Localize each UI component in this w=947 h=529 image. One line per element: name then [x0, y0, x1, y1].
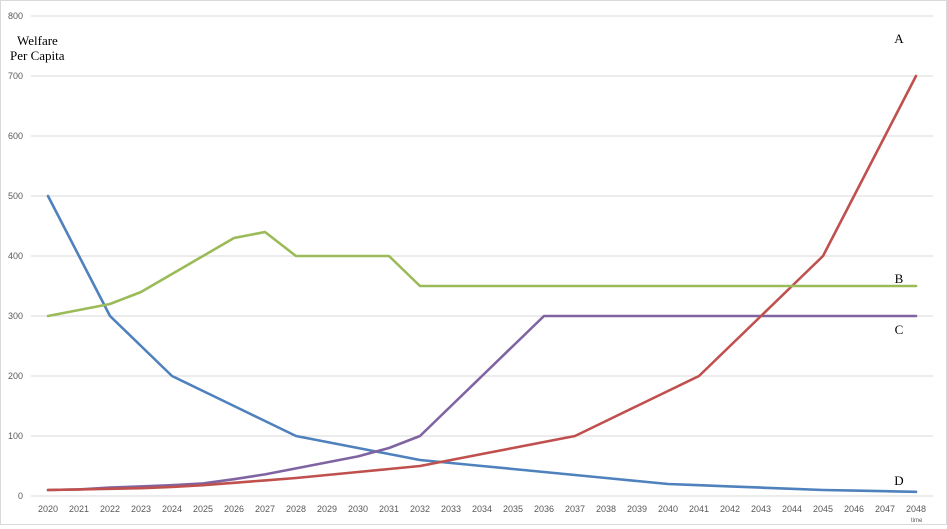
- x-tick-label: 2041: [689, 504, 709, 514]
- y-tick-label: 800: [8, 11, 23, 21]
- x-tick-label: 2030: [348, 504, 368, 514]
- x-axis-label: time: [911, 518, 923, 524]
- series-lines: [46, 74, 918, 494]
- x-tick-label: 2031: [379, 504, 399, 514]
- y-tick-label: 100: [8, 431, 23, 441]
- x-tick-label: 2024: [162, 504, 182, 514]
- y-tick-label: 700: [8, 71, 23, 81]
- y-tick-labels: 0 100 200 300 400 500 600 700 800: [8, 11, 23, 501]
- x-tick-label: 2036: [534, 504, 554, 514]
- series-label-a: A: [894, 31, 904, 46]
- series-line-c: [46, 314, 918, 492]
- series-line-d: [46, 194, 918, 494]
- x-tick-label: 2043: [751, 504, 771, 514]
- y-tick-label: 600: [8, 131, 23, 141]
- series-line-b: [46, 230, 918, 318]
- x-tick-label: 2020: [38, 504, 58, 514]
- x-tick-label: 2028: [286, 504, 306, 514]
- x-tick-label: 2021: [69, 504, 89, 514]
- series-label-c: C: [895, 322, 904, 337]
- series-labels: A B C D: [894, 31, 904, 488]
- x-tick-label: 2025: [193, 504, 213, 514]
- x-tick-label: 2046: [844, 504, 864, 514]
- x-tick-label: 2039: [627, 504, 647, 514]
- x-tick-label: 2029: [317, 504, 337, 514]
- x-tick-label: 2038: [596, 504, 616, 514]
- x-tick-label: 2033: [441, 504, 461, 514]
- x-tick-label: 2042: [720, 504, 740, 514]
- x-tick-label: 2023: [131, 504, 151, 514]
- x-tick-label: 2022: [100, 504, 120, 514]
- y-tick-label: 300: [8, 311, 23, 321]
- x-tick-label: 2048: [906, 504, 926, 514]
- y-tick-label: 0: [18, 491, 23, 501]
- series-label-d: D: [894, 473, 903, 488]
- x-tick-label: 2040: [658, 504, 678, 514]
- series-line-a: [46, 74, 918, 492]
- x-tick-label: 2035: [503, 504, 523, 514]
- x-tick-label: 2047: [875, 504, 895, 514]
- x-tick-label: 2037: [565, 504, 585, 514]
- gridlines: [31, 15, 933, 497]
- x-tick-label: 2026: [224, 504, 244, 514]
- y-axis-label-line1: Welfare: [17, 33, 58, 48]
- x-tick-label: 2032: [410, 504, 430, 514]
- y-tick-label: 400: [8, 251, 23, 261]
- series-label-b: B: [895, 271, 904, 286]
- y-tick-label: 200: [8, 371, 23, 381]
- x-tick-label: 2045: [813, 504, 833, 514]
- y-axis-label-line2: Per Capita: [10, 48, 65, 63]
- x-tick-label: 2034: [472, 504, 492, 514]
- y-tick-label: 500: [8, 191, 23, 201]
- x-tick-label: 2044: [782, 504, 802, 514]
- x-tick-labels: 2020 2021 2022 2023 2024 2025 2026 2027 2028 2029…: [38, 504, 926, 514]
- x-tick-label: 2027: [255, 504, 275, 514]
